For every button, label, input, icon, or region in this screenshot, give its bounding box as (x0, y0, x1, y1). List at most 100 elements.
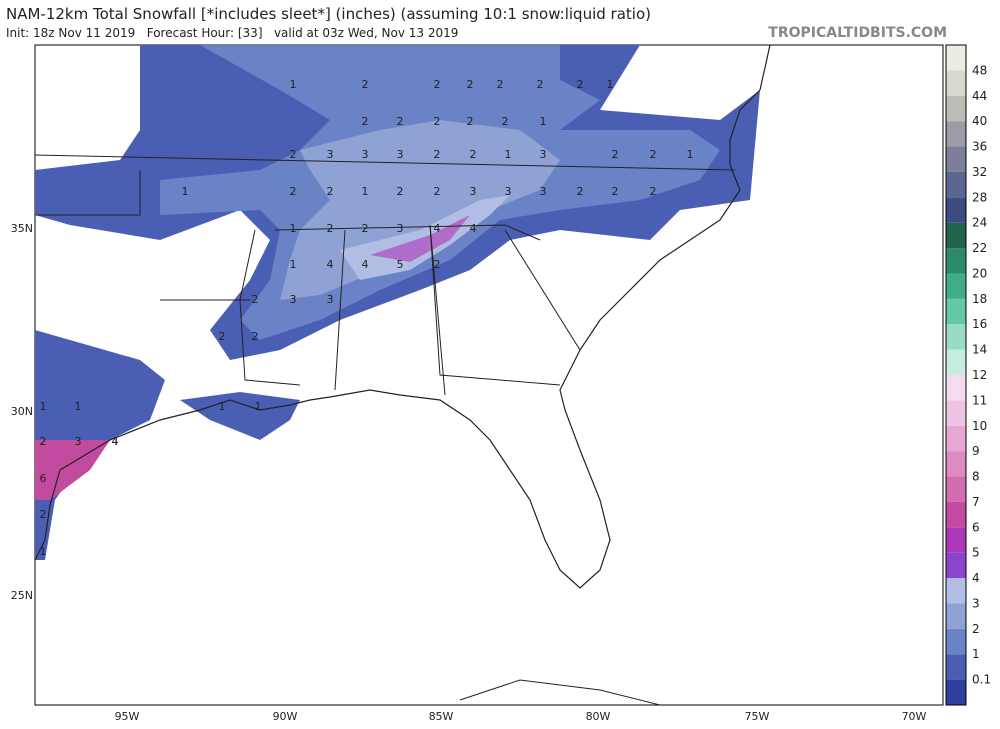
colorbar-label: 22 (972, 241, 987, 255)
contour-label: 4 (112, 435, 119, 448)
lon-label: 75W (745, 710, 770, 723)
colorbar-segment (946, 527, 966, 553)
colorbar-segment (946, 400, 966, 426)
contour-label: 2 (650, 185, 657, 198)
lon-label: 95W (115, 710, 140, 723)
colorbar-segment (946, 628, 966, 655)
contour-label: 1 (290, 78, 297, 91)
lat-label: 35N (11, 222, 33, 235)
contour-label: 2 (577, 185, 584, 198)
map (35, 45, 771, 705)
colorbar-label: 12 (972, 368, 987, 382)
colorbar-label: 36 (972, 140, 987, 154)
contour-label: 1 (607, 78, 614, 91)
colorbar-label: 9 (972, 444, 980, 458)
contour-label: 5 (397, 258, 404, 271)
contour-label: 2 (470, 148, 477, 161)
colorbar-label: 4 (972, 571, 980, 585)
colorbar-label: 20 (972, 266, 987, 280)
contour-label: 2 (252, 330, 259, 343)
contour-label: 1 (255, 400, 262, 413)
lat-label: 25N (11, 589, 33, 602)
contour-label: 1 (75, 400, 82, 413)
contour-label: 2 (577, 78, 584, 91)
contour-label: 2 (434, 258, 441, 271)
contour-label: 2 (467, 78, 474, 91)
colorbar-segment (946, 70, 966, 96)
contour-label: 3 (505, 185, 512, 198)
snow-area (35, 440, 110, 500)
state-borders (35, 154, 736, 396)
contour-label: 3 (540, 148, 547, 161)
colorbar-label: 11 (972, 393, 987, 407)
colorbar-segment (946, 121, 966, 147)
contour-label: 4 (362, 258, 369, 271)
contour-label: 1 (40, 400, 47, 413)
colorbar-segment (946, 171, 966, 198)
contour-label: 2 (327, 222, 334, 235)
contour-label: 2 (497, 78, 504, 91)
contour-label: 3 (397, 148, 404, 161)
contour-label: 2 (434, 78, 441, 91)
contour-label: 2 (290, 148, 297, 161)
colorbar-segment (946, 45, 966, 71)
contour-label: 2 (362, 78, 369, 91)
colorbar-label: 28 (972, 190, 987, 204)
title: NAM-12km Total Snowfall [*includes sleet… (6, 5, 651, 23)
colorbar-label: 2 (972, 622, 980, 636)
contour-label: 2 (537, 78, 544, 91)
colorbar-label: 5 (972, 546, 980, 560)
lon-label: 70W (902, 710, 927, 723)
contour-label: 2 (502, 115, 509, 128)
colorbar-label: 7 (972, 495, 980, 509)
contour-label: 2 (362, 115, 369, 128)
contour-label: 2 (434, 115, 441, 128)
contour-label: 2 (434, 185, 441, 198)
contour-label: 2 (252, 293, 259, 306)
colorbar-label: 6 (972, 520, 980, 534)
contour-label: 4 (470, 222, 477, 235)
colorbar-segment (946, 273, 966, 299)
colorbar-frame (945, 44, 967, 706)
contour-label: 3 (470, 185, 477, 198)
colorbar-segment (946, 425, 966, 452)
contour-label: 1 (219, 400, 226, 413)
colorbar-segment (946, 578, 966, 604)
colorbar-segment (946, 679, 966, 705)
colorbar-segment (946, 476, 966, 502)
contour-label: 4 (112, 435, 119, 448)
colorbar-segment (946, 375, 966, 401)
colorbar-label: 40 (972, 114, 987, 128)
lon-label: 90W (273, 710, 298, 723)
contour-label: 2 (434, 148, 441, 161)
colorbar-label: 32 (972, 165, 987, 179)
colorbar-label: 44 (972, 89, 987, 103)
coastline (35, 45, 771, 589)
colorbar-segment (946, 349, 966, 375)
snow-area (180, 392, 300, 440)
colorbar-label: 48 (972, 63, 987, 77)
colorbar-segment (946, 654, 966, 680)
contour-label: 2 (397, 185, 404, 198)
colorbar-segment (946, 451, 966, 477)
contour-label: 2 (650, 148, 657, 161)
contour-label: 2 (40, 508, 47, 521)
contour-label: 3 (327, 148, 334, 161)
contour-label: 3 (362, 148, 369, 161)
contour-label: 1 (362, 185, 369, 198)
lon-label: 80W (586, 710, 611, 723)
contour-label: 3 (540, 185, 547, 198)
colorbar-segment (946, 324, 966, 350)
contour-label: 2 (219, 330, 226, 343)
lat-label: 30N (11, 405, 33, 418)
site: TROPICALTIDBITS.COM (768, 25, 947, 41)
colorbar-segment (946, 197, 966, 223)
colorbar-segment (946, 222, 966, 249)
contour-label: 3 (290, 293, 297, 306)
contour-label: 1 (290, 258, 297, 271)
colorbar-label: 1 (972, 647, 980, 661)
colorbar-segment (946, 603, 966, 629)
contour-label: 2 (397, 115, 404, 128)
contour-label: 2 (362, 222, 369, 235)
